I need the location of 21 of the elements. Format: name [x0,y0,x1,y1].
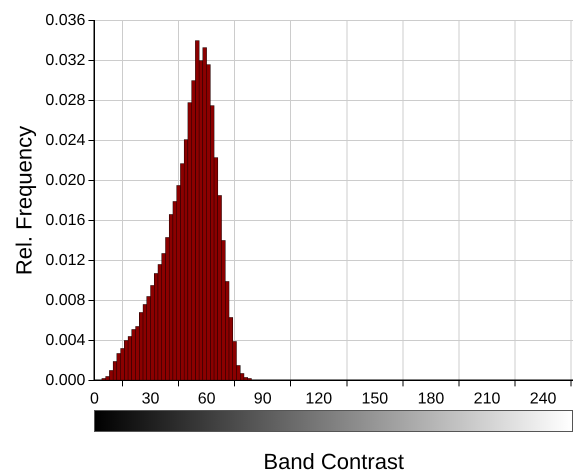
x-tick-label: 90 [254,390,272,408]
x-tick-label: 30 [142,390,160,408]
y-tick-label: 0.008 [45,292,86,309]
x-tick-label: 0 [90,390,99,408]
y-axis-title: Rel. Frequency [11,126,36,276]
y-tick-label: 0.012 [45,252,86,269]
y-tick-label: 0.032 [45,52,86,69]
y-tick-label: 0.020 [45,172,86,189]
y-tick-label: 0.004 [45,332,86,349]
y-tick-label: 0.028 [45,92,86,109]
y-tick-label: 0.024 [45,132,86,149]
y-tick-label: 0.036 [45,12,86,30]
x-tick-label: 60 [198,390,216,408]
y-tick-label: 0.000 [45,372,86,389]
x-tick-label: 210 [474,390,500,408]
x-tick-label: 150 [361,390,388,408]
x-tick-label: 240 [530,390,557,408]
x-tick-label: 180 [418,390,444,408]
x-axis-title: Band Contrast [263,448,404,474]
y-tick-label: 0.016 [45,212,86,229]
x-tick-label: 120 [305,390,332,408]
